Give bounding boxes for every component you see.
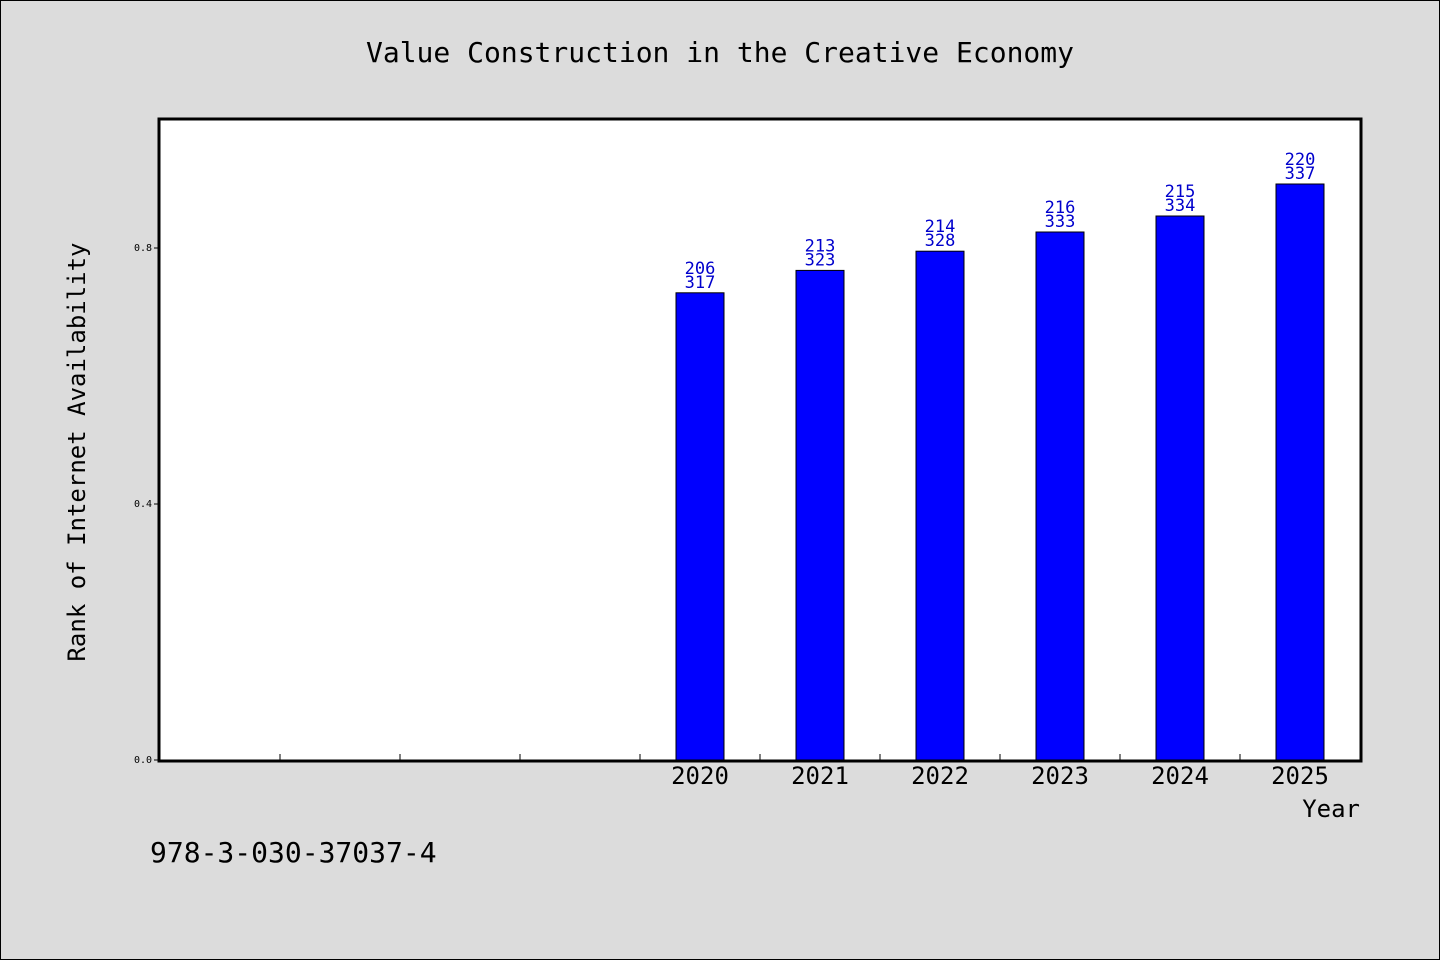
- x-axis: 2020 2021 2022 2023 2024 2025: [279, 754, 1329, 790]
- data-label-bottom: 337: [1285, 164, 1316, 184]
- data-label-top: 215: [1165, 182, 1196, 202]
- chart-title: Value Construction in the Creative Econo…: [366, 36, 1074, 69]
- x-tick-label: 2020: [671, 762, 729, 790]
- bars: [675, 183, 1325, 761]
- bar: [1155, 215, 1205, 761]
- bar: [915, 250, 965, 761]
- footer-isbn: 978-3-030-37037-4: [150, 836, 437, 869]
- x-tick-label: 2021: [791, 762, 849, 790]
- data-label-top: 206: [685, 259, 716, 279]
- y-axis: 0.0 0.4 0.8: [134, 243, 160, 766]
- bar: [1035, 231, 1085, 761]
- data-label-top: 214: [925, 217, 956, 237]
- y-tick-label: 0.4: [134, 499, 152, 510]
- data-label-bottom: 334: [1165, 196, 1196, 216]
- x-tick-label: 2023: [1031, 762, 1089, 790]
- y-tick-label: 0.8: [134, 243, 152, 254]
- x-axis-label: Year: [1302, 795, 1360, 823]
- bar: [795, 269, 845, 761]
- x-tick-label: 2022: [911, 762, 969, 790]
- x-tick-label: 2025: [1271, 762, 1329, 790]
- bar: [1275, 183, 1325, 761]
- y-tick-label: 0.0: [134, 755, 152, 766]
- data-label-bottom: 323: [805, 250, 836, 270]
- bar: [675, 292, 725, 761]
- y-axis-label: Rank of Internet Availability: [63, 242, 91, 661]
- data-label-bottom: 317: [685, 273, 716, 293]
- data-label-top: 213: [805, 236, 836, 256]
- data-label-bottom: 328: [925, 231, 956, 251]
- data-label-bottom: 333: [1045, 212, 1076, 232]
- data-label-top: 216: [1045, 198, 1076, 218]
- x-tick-label: 2024: [1151, 762, 1209, 790]
- data-label-top: 220: [1285, 150, 1316, 170]
